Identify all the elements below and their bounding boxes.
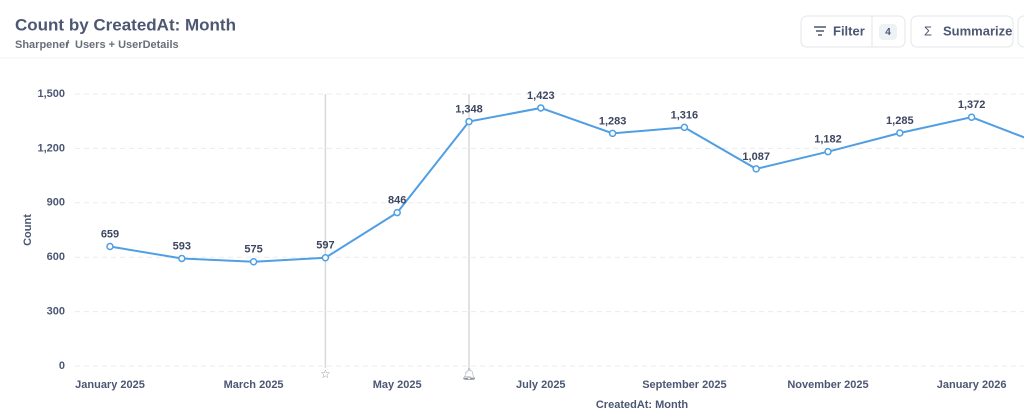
data-label: 1,423	[527, 90, 555, 102]
point	[178, 254, 186, 263]
x-axis-label: CreatedAt: Month	[596, 399, 689, 411]
x-tick-label: January 2025	[75, 379, 145, 391]
button-box	[800, 15, 906, 48]
data-label: 659	[101, 228, 119, 240]
data-label: 846	[388, 194, 406, 206]
point	[249, 257, 258, 266]
point	[393, 208, 401, 217]
x-tick-label: September 2025	[642, 379, 726, 391]
y-tick-label: 300	[47, 306, 65, 318]
data-label: 575	[244, 244, 262, 256]
data-label: 597	[316, 240, 334, 252]
x-tick-label: November 2025	[787, 379, 868, 391]
data-label: 1,316	[671, 109, 699, 121]
x-tick-label: May 2025	[373, 379, 422, 391]
breadcrumb-sep: /	[66, 39, 69, 51]
data-label: 1,285	[886, 115, 914, 127]
point	[321, 253, 330, 262]
data-label: 1,283	[599, 115, 627, 127]
filter-count: 4	[885, 27, 891, 38]
filter-icon	[814, 26, 826, 36]
point	[896, 129, 904, 137]
data-label: 1,087	[742, 151, 770, 163]
y-tick-label: 0	[59, 360, 65, 372]
x-tick-label: March 2025	[224, 379, 284, 391]
summarize-button[interactable]: Σ Summarize	[910, 15, 1014, 48]
event-icon: ☆	[320, 367, 331, 381]
data-label: 1,372	[958, 99, 986, 111]
y-tick-label: 1,200	[37, 142, 65, 154]
x-tick-label: July 2025	[516, 379, 566, 391]
button-box	[910, 15, 1014, 48]
point	[680, 123, 689, 132]
data-label: 593	[173, 240, 191, 252]
filter-label: Filter	[833, 23, 865, 38]
button-box[interactable]	[1017, 15, 1024, 48]
data-label: 1,182	[814, 134, 842, 146]
point	[608, 129, 617, 138]
point	[537, 104, 545, 112]
sigma-icon: Σ	[924, 23, 932, 38]
data-label: 1,348	[455, 103, 483, 115]
y-tick-label: 900	[47, 197, 65, 209]
breadcrumb[interactable]: Sharpener	[15, 39, 70, 51]
point	[967, 113, 976, 121]
x-tick-label: January 2026	[937, 379, 1007, 391]
y-tick-label: 600	[47, 251, 65, 263]
y-tick-label: 1,500	[37, 88, 65, 100]
point	[752, 165, 760, 173]
point	[106, 242, 114, 251]
summarize-label: Summarize	[943, 23, 1012, 38]
event-icon: 🔔︎	[461, 367, 476, 381]
title: Count by CreatedAt: Month	[15, 15, 236, 34]
breadcrumb[interactable]: Users + UserDetails	[75, 39, 179, 51]
point	[824, 147, 832, 156]
badge	[879, 24, 897, 40]
line	[109, 106, 1024, 263]
filter-button[interactable]: Filter 4	[800, 15, 906, 48]
point	[465, 117, 473, 126]
y-axis-label: Count	[22, 214, 34, 246]
